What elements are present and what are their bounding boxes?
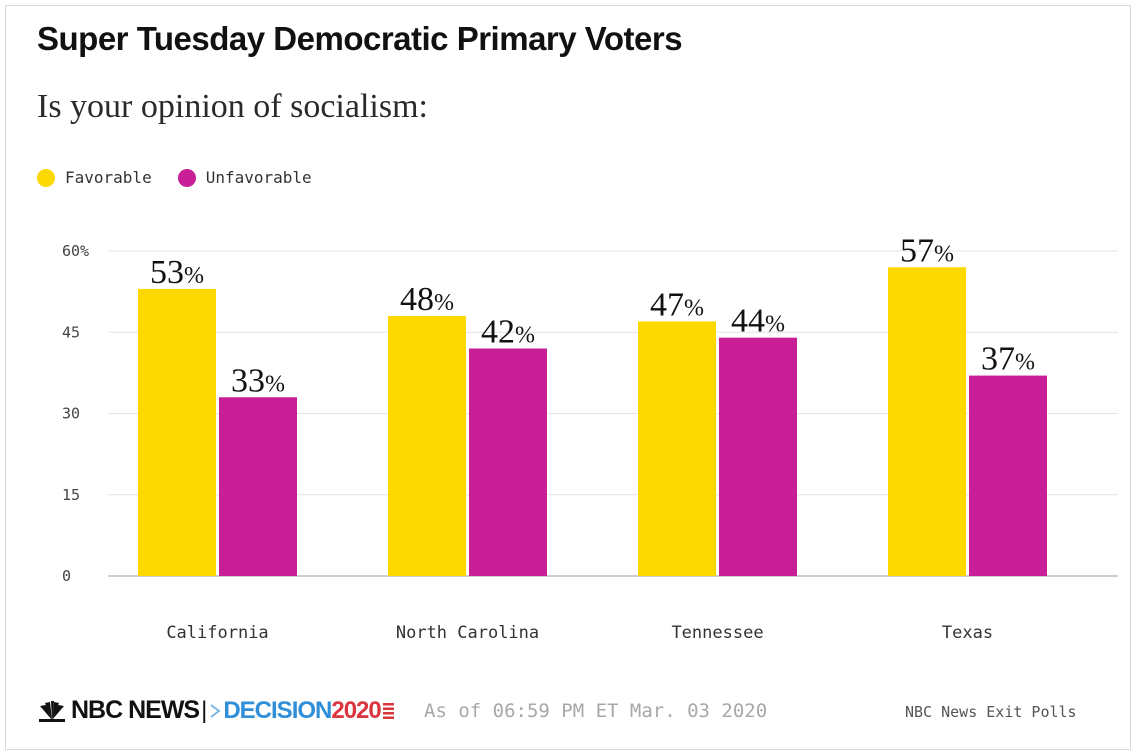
data-label-tennessee-favorable: 47% [650, 286, 704, 323]
data-label-north-carolina-favorable: 48% [400, 281, 454, 318]
bar-california-favorable [138, 288, 216, 576]
category-label-tennessee: Tennessee [671, 623, 763, 643]
bar-tennessee-favorable [638, 321, 716, 576]
legend: Favorable Unfavorable [37, 168, 338, 187]
source-note: NBC News Exit Polls [905, 703, 1077, 721]
data-label-california-unfavorable: 33% [231, 362, 285, 399]
bar-tennessee-unfavorable [719, 337, 797, 576]
data-label-north-carolina-unfavorable: 42% [481, 314, 535, 351]
y-tick-label-60: 60% [62, 242, 89, 260]
legend-swatch-favorable [37, 168, 55, 187]
legend-swatch-unfavorable [177, 168, 196, 187]
bars [138, 267, 1047, 576]
decision-logo-text: DECISION [223, 696, 332, 724]
brand-separator: | [201, 696, 208, 724]
timestamp: As of 06:59 PM ET Mar. 03 2020 [424, 700, 768, 722]
bar-texas-favorable [888, 267, 966, 576]
bar-north-carolina-favorable [388, 316, 466, 576]
flag-stripes-icon [382, 702, 394, 719]
chart-subtitle: Is your opinion of socialism: [37, 88, 428, 125]
data-label-california-favorable: 53% [150, 254, 204, 291]
data-label-tennessee-unfavorable: 44% [731, 303, 785, 340]
category-label-texas: Texas [942, 623, 993, 643]
legend-label-favorable: Favorable [65, 168, 152, 187]
data-label-texas-unfavorable: 37% [981, 341, 1035, 378]
y-tick-label-45: 45 [62, 323, 80, 341]
decision-mark-icon [210, 703, 222, 718]
category-label-north-carolina: North Carolina [396, 623, 539, 643]
y-tick-label-30: 30 [62, 405, 80, 423]
nbc-news-logo-text: NBC NEWS [71, 696, 200, 724]
bar-north-carolina-unfavorable [469, 348, 547, 576]
footer-branding: NBC NEWS | DECISION 2020 [37, 696, 394, 725]
chart-title: Super Tuesday Democratic Primary Voters [37, 20, 683, 57]
category-label-california: California [166, 623, 268, 643]
nbc-peacock-icon [39, 700, 65, 722]
decision-year-text: 2020 [331, 696, 381, 724]
legend-item-unfavorable: Unfavorable [177, 168, 312, 187]
legend-item-favorable: Favorable [37, 168, 152, 187]
y-tick-label-0: 0 [62, 567, 71, 585]
legend-label-unfavorable: Unfavorable [205, 168, 312, 187]
y-axis-ticks: 0 15 30 45 60% [62, 242, 89, 585]
chart-frame [5, 5, 1131, 750]
data-labels: 53% 33% 48% 42% 47% 44% 57% 37% [150, 232, 1035, 399]
bar-california-unfavorable [219, 397, 297, 576]
data-label-texas-favorable: 57% [900, 232, 954, 269]
category-labels: California North Carolina Tennessee Texas [166, 623, 993, 643]
bar-texas-unfavorable [969, 375, 1047, 576]
y-tick-label-15: 15 [62, 486, 80, 504]
